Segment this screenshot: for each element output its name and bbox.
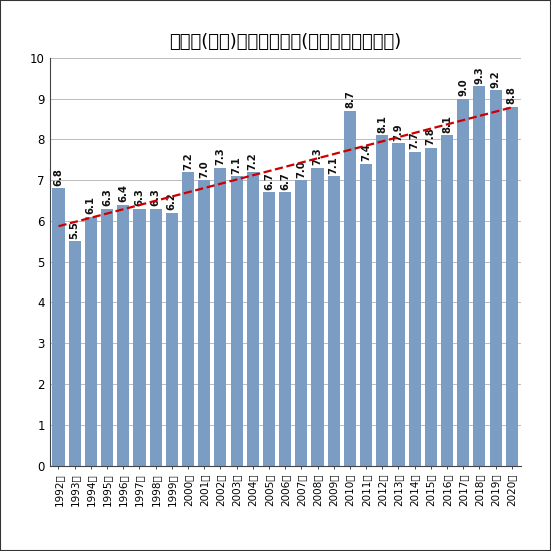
Text: 9.2: 9.2 [490,71,501,88]
Text: 6.1: 6.1 [86,196,96,214]
Bar [489,90,501,466]
Bar [182,172,194,466]
Bar [149,209,161,466]
Text: 6.3: 6.3 [102,188,112,206]
Bar [409,152,421,466]
Bar [506,107,518,466]
Bar [376,136,388,466]
Bar [295,180,307,466]
Bar [473,87,485,466]
Text: 7.8: 7.8 [426,127,436,145]
Bar [311,168,323,466]
Bar [457,99,469,466]
Bar [52,188,64,466]
Text: 7.3: 7.3 [215,148,225,165]
Bar [263,192,275,466]
Bar [279,192,291,466]
Bar [101,209,113,466]
Bar [425,148,437,466]
Text: 8.8: 8.8 [507,87,517,104]
Bar [69,241,81,466]
Text: 7.7: 7.7 [409,132,420,149]
Bar [214,168,226,466]
Text: 7.9: 7.9 [393,123,403,141]
Bar [85,217,97,466]
Text: 8.7: 8.7 [345,91,355,109]
Text: 7.2: 7.2 [248,152,258,170]
Text: 7.1: 7.1 [231,156,241,174]
Bar [230,176,242,466]
Text: 8.1: 8.1 [442,115,452,133]
Text: 7.0: 7.0 [296,160,306,178]
Text: 6.3: 6.3 [150,188,161,206]
Bar [133,209,145,466]
Bar [344,111,356,466]
Text: 7.3: 7.3 [312,148,322,165]
Text: 6.7: 6.7 [264,172,274,190]
Text: 7.2: 7.2 [183,152,193,170]
Text: 9.0: 9.0 [458,79,468,96]
Bar [198,180,210,466]
Text: 7.0: 7.0 [199,160,209,178]
Text: 6.4: 6.4 [118,184,128,202]
Text: 6.7: 6.7 [280,172,290,190]
Title: 乗用車(新車)買い替え年数(二人以上世帯、年): 乗用車(新車)買い替え年数(二人以上世帯、年) [169,33,401,51]
Text: 5.5: 5.5 [69,221,80,239]
Text: 6.2: 6.2 [167,193,177,210]
Text: 8.1: 8.1 [377,115,387,133]
Bar [247,172,259,466]
Bar [117,204,129,466]
Text: 6.3: 6.3 [134,188,144,206]
Text: 9.3: 9.3 [474,66,484,84]
Text: 7.4: 7.4 [361,144,371,161]
Bar [166,213,178,466]
Bar [392,143,404,466]
Text: 6.8: 6.8 [53,168,63,186]
Bar [328,176,340,466]
Bar [441,136,453,466]
Bar [360,164,372,466]
Text: 7.1: 7.1 [329,156,339,174]
